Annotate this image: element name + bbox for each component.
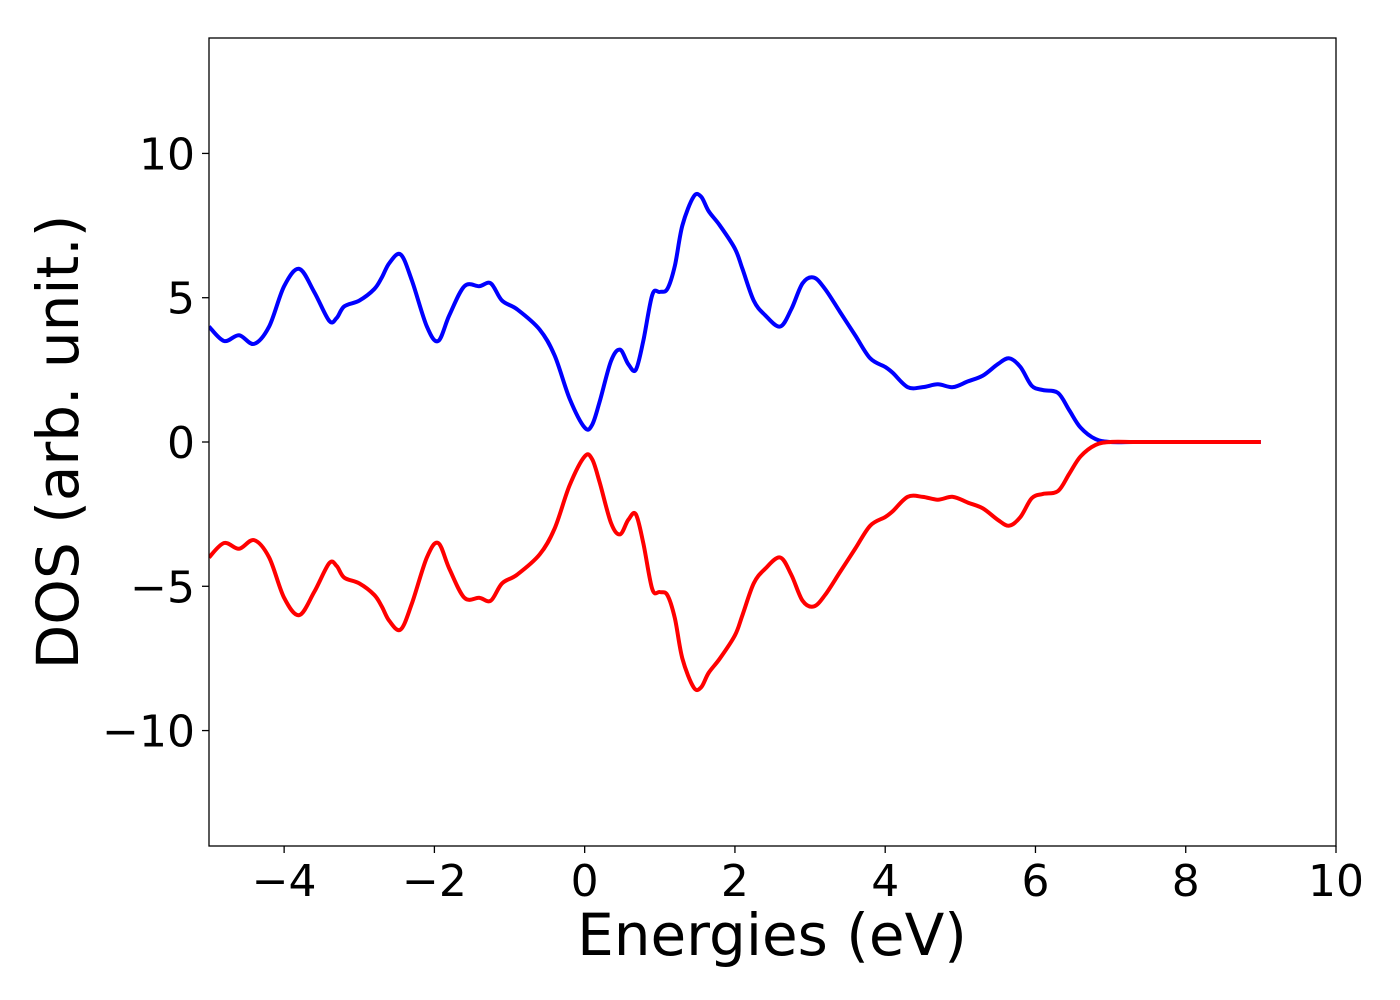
series-line-1: [209, 191, 1261, 445]
x-tick-label: 8: [1172, 856, 1200, 907]
x-tick-label: −4: [252, 856, 317, 907]
y-tick-label: 10: [139, 129, 195, 180]
x-axis-label: Energies (eV): [577, 901, 967, 969]
series-layer: [209, 191, 1261, 693]
y-tick-label: −5: [130, 562, 195, 613]
x-tick-label: 10: [1308, 856, 1364, 907]
series-line-2: [209, 439, 1261, 693]
x-tick-label: 2: [721, 856, 749, 907]
y-tick-label: 5: [167, 274, 195, 325]
tick-layer: −4 −2 0 2 4 6 8 10 −10 −5 0 5 10: [102, 129, 1364, 907]
x-tick-label: 4: [871, 856, 899, 907]
x-tick-label: 0: [571, 856, 599, 907]
y-tick-label: 0: [167, 418, 195, 469]
x-tick-label: 6: [1021, 856, 1049, 907]
x-tick-label: −2: [402, 856, 467, 907]
y-tick-label: −10: [102, 707, 195, 758]
y-axis-label: DOS (arb. unit.): [24, 215, 92, 670]
